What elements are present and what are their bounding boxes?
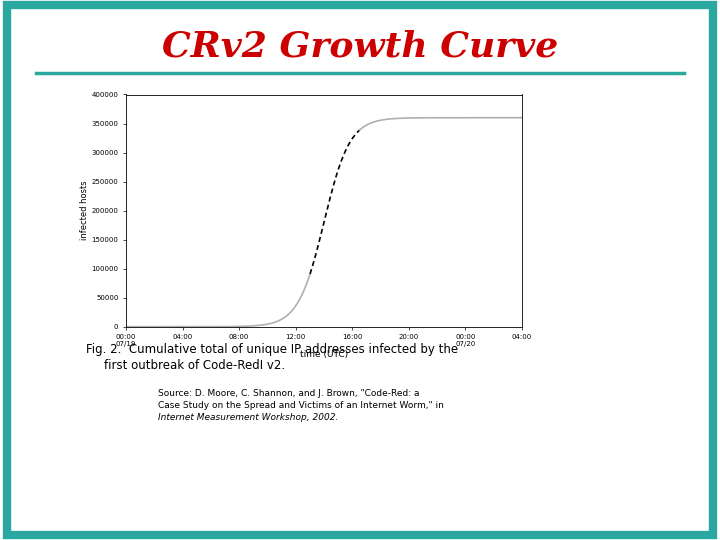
X-axis label: time (UTC): time (UTC) [300, 350, 348, 359]
Text: CRv2 Growth Curve: CRv2 Growth Curve [162, 30, 558, 64]
Text: Internet Measurement Workshop, 2002.: Internet Measurement Workshop, 2002. [158, 413, 339, 422]
Text: first outbreak of Code-RedI v2.: first outbreak of Code-RedI v2. [104, 359, 286, 372]
Text: Fig. 2.  Cumulative total of unique IP addresses infected by the: Fig. 2. Cumulative total of unique IP ad… [86, 343, 459, 356]
Text: Case Study on the Spread and Victims of an Internet Worm," in: Case Study on the Spread and Victims of … [158, 401, 444, 410]
Y-axis label: infected hosts: infected hosts [80, 181, 89, 240]
Text: Source: D. Moore, C. Shannon, and J. Brown, "Code-Red: a: Source: D. Moore, C. Shannon, and J. Bro… [158, 389, 420, 398]
